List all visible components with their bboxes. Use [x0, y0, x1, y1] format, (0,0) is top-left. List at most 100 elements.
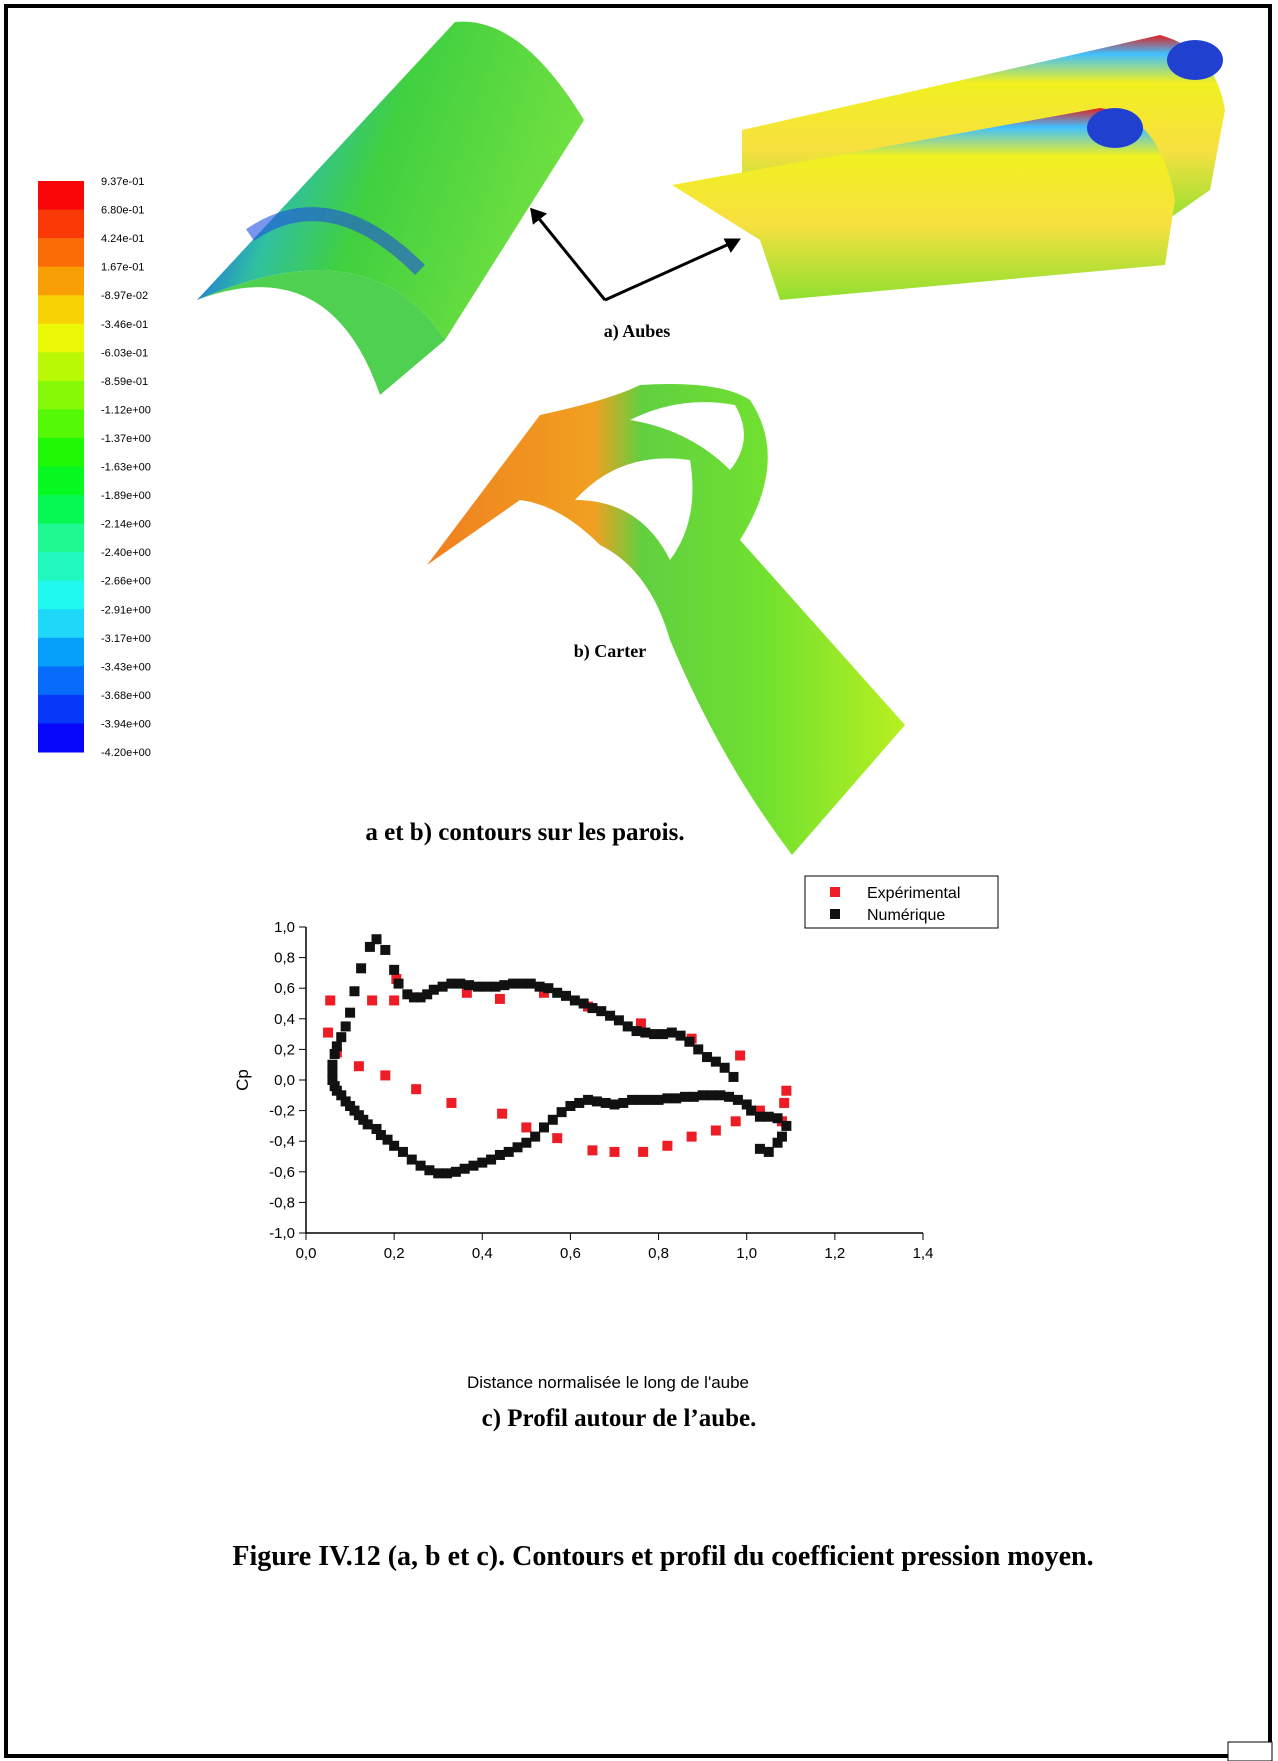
colorbar-swatch [38, 409, 84, 438]
data-point [711, 1057, 721, 1067]
data-point [667, 1028, 677, 1038]
data-point [746, 1106, 756, 1116]
data-point [416, 1161, 426, 1171]
data-point [486, 1155, 496, 1165]
data-point [614, 1015, 624, 1025]
data-point [332, 1041, 342, 1051]
colorbar-label: -8.59e-01 [101, 376, 148, 388]
colorbar-label: -3.43e+00 [101, 661, 151, 673]
data-point [495, 1150, 505, 1160]
colorbar-label: -2.40e+00 [101, 547, 151, 559]
y-tick-label: 0,8 [274, 950, 295, 967]
data-point [724, 1092, 734, 1102]
x-tick-label: 0,6 [560, 1245, 581, 1262]
colorbar-label: -4.20e+00 [101, 747, 151, 759]
x-tick-label: 1,2 [824, 1245, 845, 1262]
data-point [539, 1122, 549, 1132]
colorbar-label: 6.80e-01 [101, 205, 144, 217]
data-point [592, 1096, 602, 1106]
data-point [645, 1095, 655, 1105]
data-point [398, 1147, 408, 1157]
colorbar-label: 1.67e-01 [101, 262, 144, 274]
legend-swatch [830, 909, 840, 919]
colorbar-swatch [38, 666, 84, 695]
data-point [565, 1101, 575, 1111]
colorbar-label: -2.66e+00 [101, 576, 151, 588]
colorbar-label: -1.37e+00 [101, 433, 151, 445]
data-point [587, 1003, 597, 1013]
data-point [455, 979, 465, 989]
colorbar-swatch [38, 438, 84, 467]
blade-render-right [672, 35, 1225, 300]
data-point [720, 1063, 730, 1073]
data-point [508, 979, 518, 989]
data-point [543, 983, 553, 993]
colorbar-label: 4.24e-01 [101, 233, 144, 245]
data-point [561, 991, 571, 1001]
data-point [356, 963, 366, 973]
data-point [552, 988, 562, 998]
data-point [460, 1164, 470, 1174]
data-point [446, 979, 456, 989]
data-point [363, 1119, 373, 1129]
y-tick-label: 0,2 [274, 1041, 295, 1058]
data-point [773, 1113, 783, 1123]
y-tick-label: -0,6 [269, 1164, 295, 1181]
data-point [689, 1092, 699, 1102]
colorbar-label: -2.14e+00 [101, 519, 151, 531]
data-point [781, 1086, 791, 1096]
data-point [640, 1028, 650, 1038]
data-point [662, 1093, 672, 1103]
data-point [596, 1006, 606, 1016]
data-point [394, 979, 404, 989]
data-point [601, 1098, 611, 1108]
y-tick-label: 0,4 [274, 1011, 295, 1028]
data-point [764, 1112, 774, 1122]
colorbar-swatch [38, 324, 84, 353]
data-point [548, 1115, 558, 1125]
data-point [702, 1052, 712, 1062]
caption-c: c) Profil autour de l’aube. [482, 1405, 757, 1432]
data-point [583, 1095, 593, 1105]
data-point [638, 1147, 648, 1157]
casing-render [427, 384, 905, 855]
data-point [325, 995, 335, 1005]
data-point [499, 980, 509, 990]
data-point [706, 1090, 716, 1100]
colorbar-label: -1.89e+00 [101, 490, 151, 502]
data-point [610, 1147, 620, 1157]
y-tick-label: 1,0 [274, 919, 295, 936]
data-point [649, 1029, 659, 1039]
colorbar-swatch [38, 467, 84, 496]
colorbar-swatch [38, 524, 84, 553]
data-point [491, 982, 501, 992]
x-tick-label: 1,4 [913, 1245, 934, 1262]
data-point [779, 1098, 789, 1108]
y-tick-label: -0,8 [269, 1194, 295, 1211]
colorbar-swatch [38, 210, 84, 239]
data-point [552, 1133, 562, 1143]
data-point [693, 1044, 703, 1054]
x-tick-label: 0,2 [384, 1245, 405, 1262]
data-point [557, 1107, 567, 1117]
colorbar-label: -2.91e+00 [101, 604, 151, 616]
x-tick-label: 0,4 [472, 1245, 493, 1262]
data-point [345, 1008, 355, 1018]
data-point [407, 1155, 417, 1165]
data-point [781, 1121, 791, 1131]
legend-label: Expérimental [867, 885, 960, 902]
data-point [676, 1031, 686, 1041]
data-point [764, 1147, 774, 1157]
data-point [535, 982, 545, 992]
colorbar-swatch [38, 181, 84, 210]
data-point [477, 1158, 487, 1168]
y-tick-label: -0,2 [269, 1103, 295, 1120]
x-tick-label: 1,0 [736, 1245, 757, 1262]
data-point [735, 1051, 745, 1061]
colorbar-swatch [38, 295, 84, 324]
data-point [336, 1032, 346, 1042]
x-tick-label: 0,8 [648, 1245, 669, 1262]
colorbar-label: 9.37e-01 [101, 176, 144, 188]
data-point [433, 1168, 443, 1178]
data-point [526, 979, 536, 989]
